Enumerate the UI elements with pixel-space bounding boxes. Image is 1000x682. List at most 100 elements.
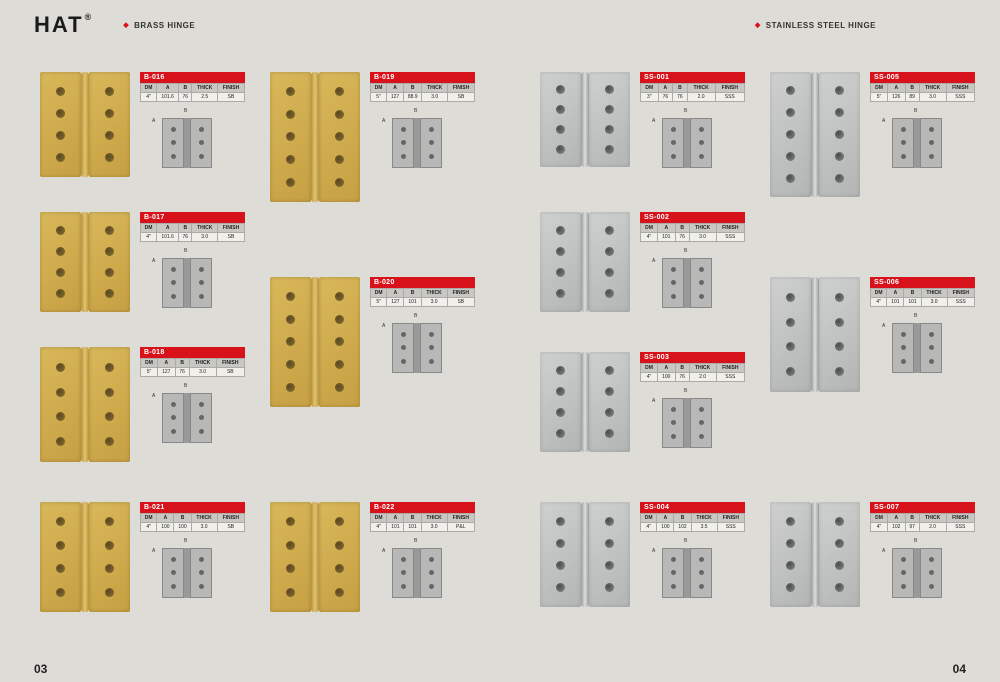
spec-col: DM xyxy=(641,84,659,93)
spec-col: B xyxy=(179,224,192,233)
spec-val: 101 xyxy=(657,233,675,242)
screw-hole xyxy=(105,517,114,526)
screw-hole xyxy=(171,140,176,145)
hinge-image xyxy=(770,502,860,607)
spec-col: B xyxy=(673,84,688,93)
hinge-leaf-right xyxy=(589,352,630,452)
screw-hole xyxy=(286,132,295,141)
spec-val: 76 xyxy=(675,233,689,242)
screw-hole xyxy=(556,145,565,154)
screw-hole xyxy=(335,315,344,324)
spec-val: 4" xyxy=(641,373,658,382)
screw-hole xyxy=(671,420,676,425)
screw-hole xyxy=(286,383,295,392)
screw-hole xyxy=(671,557,676,562)
screw-hole xyxy=(671,280,676,285)
spec-val: 4" xyxy=(141,93,157,102)
spec-val: 3.0 xyxy=(421,523,447,532)
screw-hole xyxy=(105,226,114,235)
spec-table: DMABTHICKFINISH 5"1271013.0SB xyxy=(370,288,475,307)
screw-hole xyxy=(699,407,704,412)
diag-leaf xyxy=(662,398,684,448)
screw-hole xyxy=(699,280,704,285)
product-code: SS-001 xyxy=(640,72,745,83)
screw-hole xyxy=(105,588,114,597)
hinge-leaf-right xyxy=(819,502,860,607)
spec-col: B xyxy=(675,364,689,373)
hinge-knuckle xyxy=(81,212,90,312)
spec-val: 3.5 xyxy=(691,523,717,532)
hinge-cell-ss-006: SS-006 DMABTHICKFINISH 4"1011013.0SSS B … xyxy=(760,265,980,405)
screw-hole xyxy=(699,140,704,145)
spec-table: DMABTHICKFINISH 5"12788.93.0SB xyxy=(370,83,475,102)
page-brass: B-016 DMABTHICKFINISH 4"101.6762.5SB B A… xyxy=(0,50,500,655)
screw-hole xyxy=(171,570,176,575)
hinge-knuckle xyxy=(81,72,90,177)
screw-hole xyxy=(401,557,406,562)
screw-hole xyxy=(56,541,65,550)
hinge-cell-ss-004: SS-004 DMABTHICKFINISH 4"1001023.5SSS B … xyxy=(530,490,750,630)
diag-leaf xyxy=(420,323,442,373)
hinge-knuckle xyxy=(581,352,590,452)
hinge-cell-ss-002: SS-002 DMABTHICKFINISH 4"101763.0SSS B A xyxy=(530,200,750,340)
spec-val: P&L xyxy=(447,523,474,532)
spec-val: 88.9 xyxy=(403,93,422,102)
screw-hole xyxy=(605,429,614,438)
dim-b-label: B xyxy=(184,108,187,114)
screw-hole xyxy=(929,127,934,132)
dimension-diagram: B A xyxy=(152,538,222,608)
hinge-leaf-left xyxy=(40,502,81,612)
hinge-knuckle xyxy=(311,502,320,612)
screw-hole xyxy=(56,363,65,372)
screw-hole xyxy=(786,539,795,548)
spec-table: DMABTHICKFINISH 4"1001003.0SB xyxy=(140,513,245,532)
screw-hole xyxy=(786,561,795,570)
diag-leaf xyxy=(190,118,212,168)
spec-val: 3.0 xyxy=(191,523,217,532)
product-code: SS-002 xyxy=(640,212,745,223)
spec-val: 76 xyxy=(675,373,689,382)
spec-col: THICK xyxy=(689,364,716,373)
screw-hole xyxy=(105,87,114,96)
spec-col: A xyxy=(157,514,174,523)
screw-hole xyxy=(605,85,614,94)
catalog-header: HAT ® BRASS HINGE STAINLESS STEEL HINGE xyxy=(0,0,1000,50)
spec-val: 127 xyxy=(157,368,175,377)
hinge-leaf-right xyxy=(819,72,860,197)
dimension-diagram: B A xyxy=(652,108,722,178)
spec-col: DM xyxy=(371,289,387,298)
spec-col: DM xyxy=(141,224,157,233)
diagram-hinge xyxy=(662,258,712,308)
spec-col: B xyxy=(905,514,919,523)
page-number-right: 04 xyxy=(953,662,966,676)
screw-hole xyxy=(56,437,65,446)
screw-hole xyxy=(171,429,176,434)
dim-b-label: B xyxy=(914,313,917,319)
dim-b-label: B xyxy=(914,538,917,544)
screw-hole xyxy=(171,154,176,159)
spec-val: SB xyxy=(216,368,244,377)
section-steel-label: STAINLESS STEEL HINGE xyxy=(755,21,876,30)
hinge-cell-ss-001: SS-001 DMABTHICKFINISH 3"76762.0SSS B A xyxy=(530,60,750,200)
diag-leaf xyxy=(662,258,684,308)
diag-leaf xyxy=(162,258,184,308)
screw-hole xyxy=(335,337,344,346)
screw-hole xyxy=(605,387,614,396)
spec-val: 3.0 xyxy=(689,233,716,242)
hinge-leaf-left xyxy=(540,352,581,452)
screw-hole xyxy=(335,87,344,96)
spec-col: THICK xyxy=(421,514,447,523)
spec-block: SS-005 DMABTHICKFINISH 5"126893.0SSS xyxy=(870,72,975,102)
spec-col: THICK xyxy=(691,514,717,523)
spec-val: SSS xyxy=(946,93,974,102)
screw-hole xyxy=(401,570,406,575)
spec-col: A xyxy=(157,84,179,93)
spec-val: 3.0 xyxy=(192,233,218,242)
spec-block: SS-003 DMABTHICKFINISH 4"100762.0SSS xyxy=(640,352,745,382)
screw-hole xyxy=(56,109,65,118)
screw-hole xyxy=(429,332,434,337)
dimension-diagram: B A xyxy=(882,538,952,608)
spec-table: DMABTHICKFINISH 4"1001023.5SSS xyxy=(640,513,745,532)
screw-hole xyxy=(401,332,406,337)
screw-hole xyxy=(335,588,344,597)
